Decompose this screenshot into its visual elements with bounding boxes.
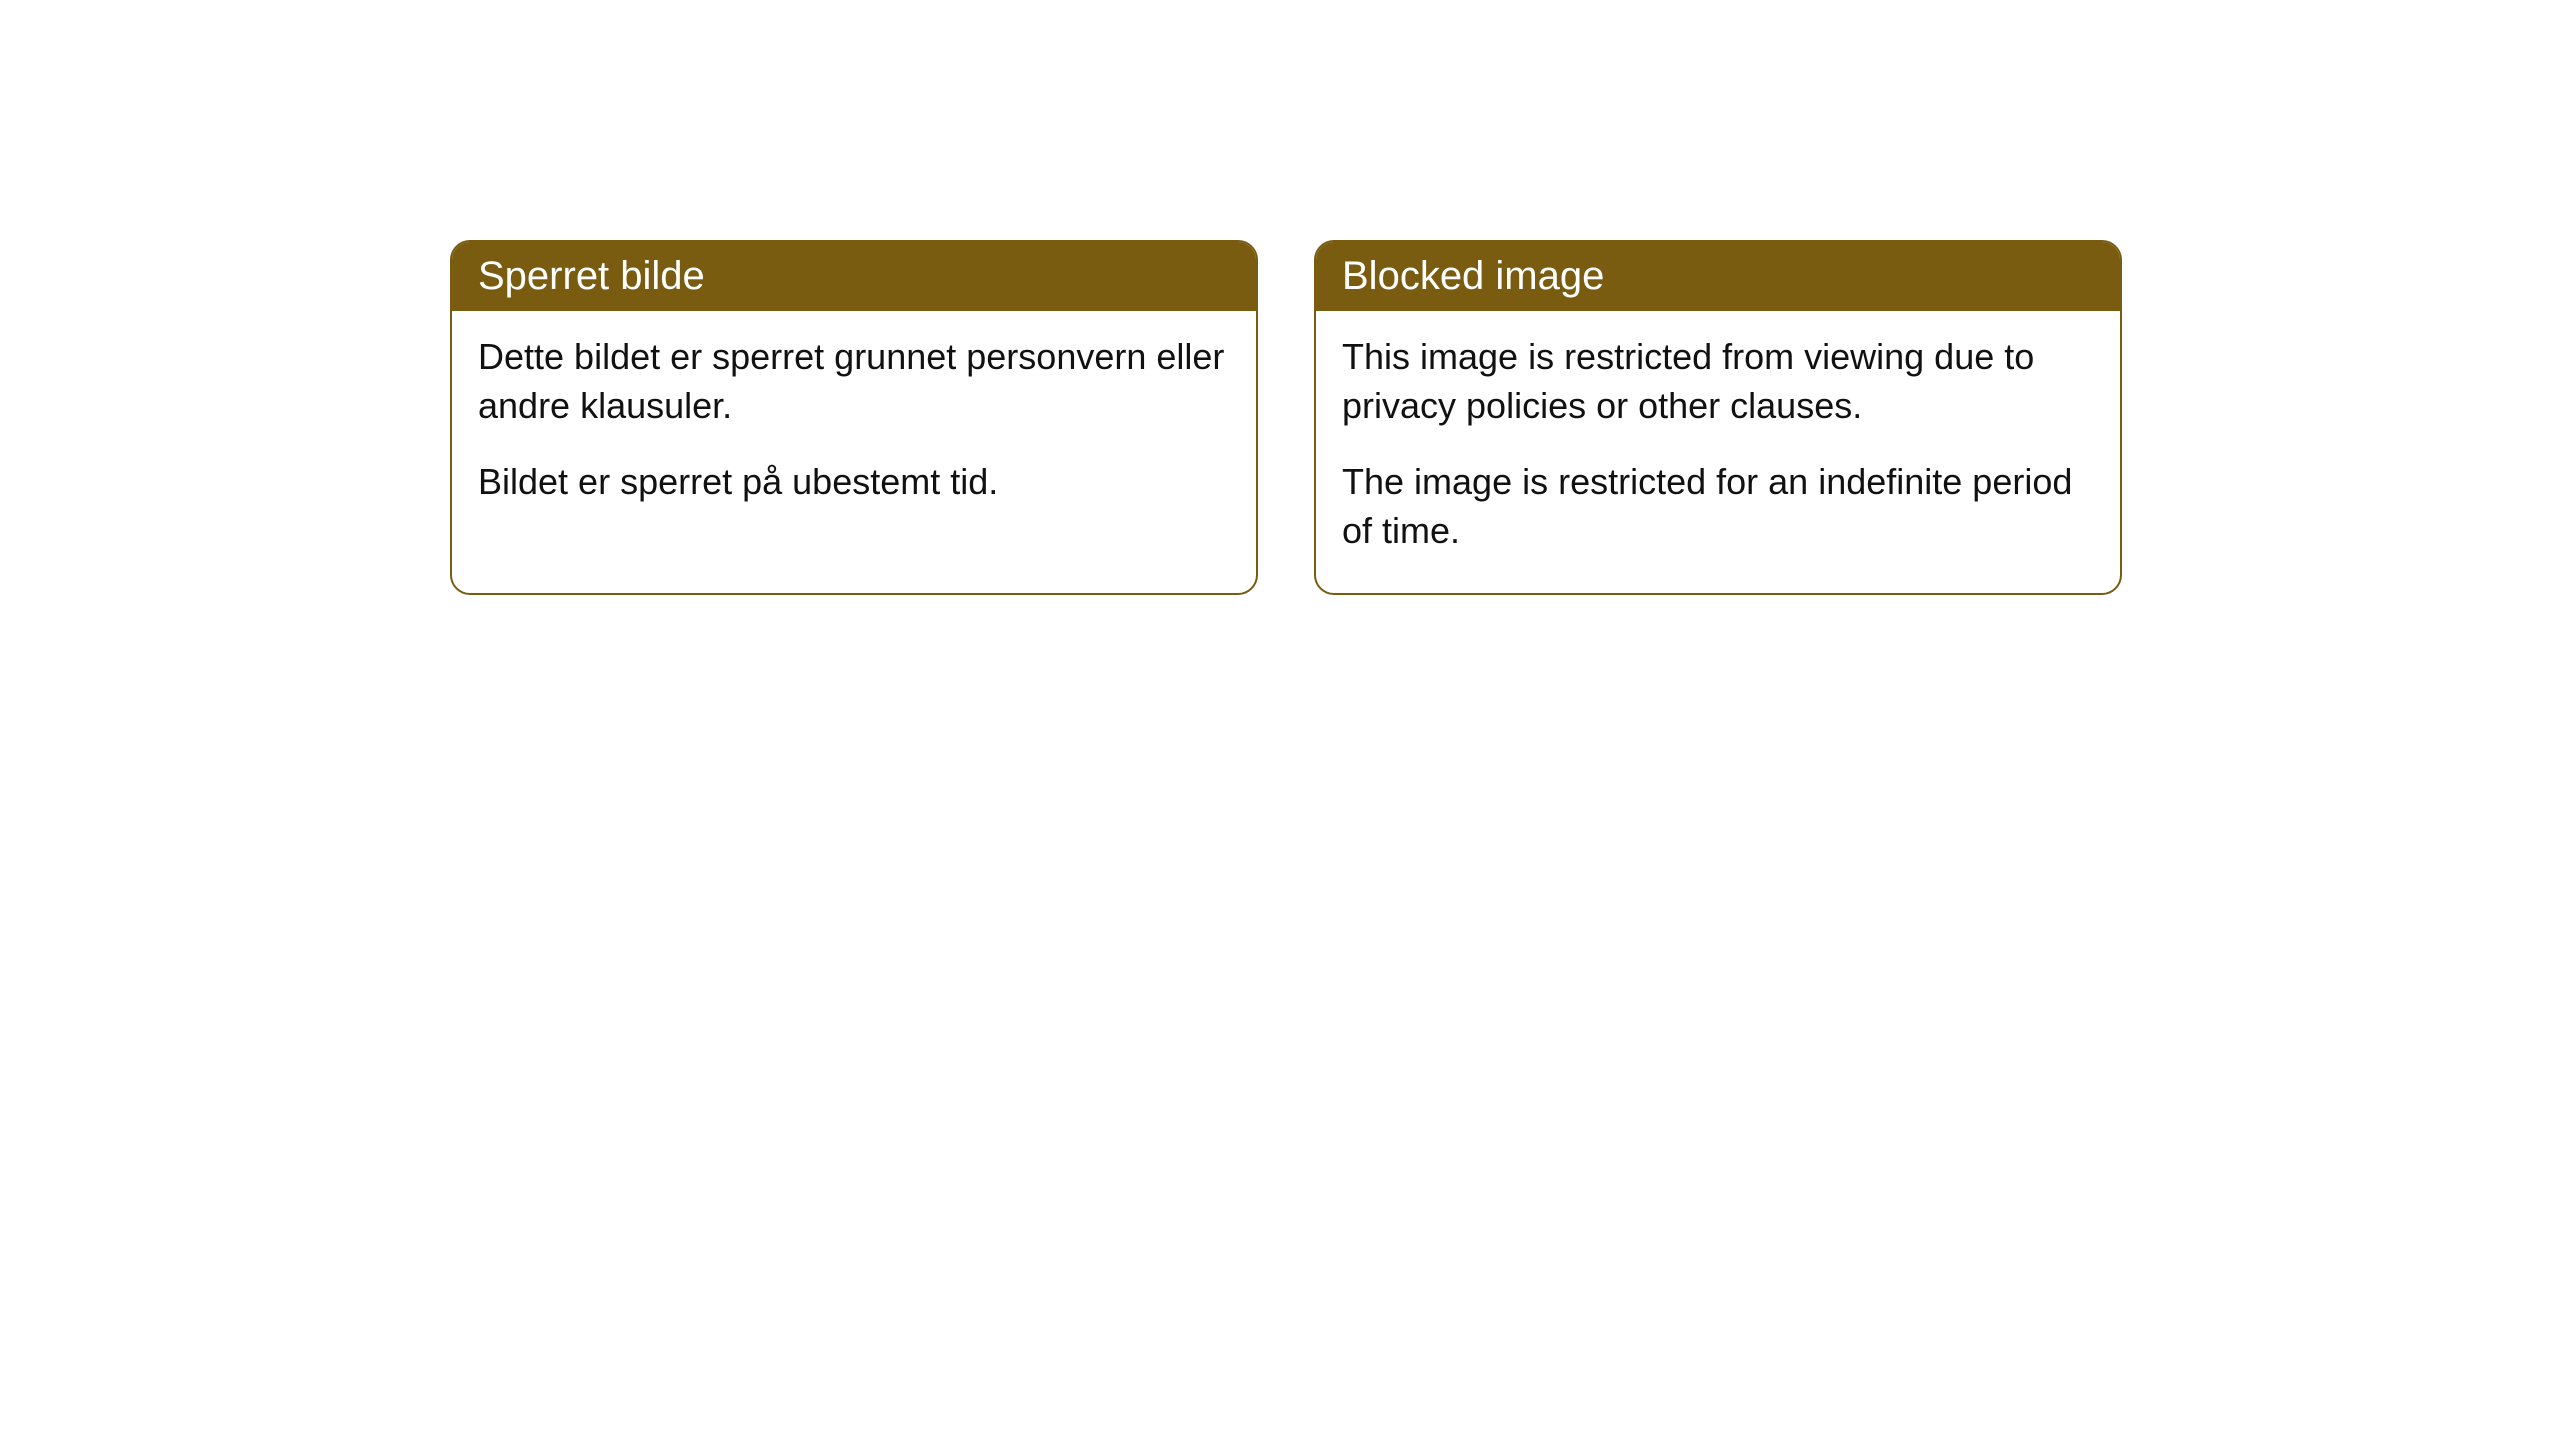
card-body-english: This image is restricted from viewing du…: [1316, 311, 2120, 593]
card-body-norwegian: Dette bildet er sperret grunnet personve…: [452, 311, 1256, 545]
card-paragraph-2-norwegian: Bildet er sperret på ubestemt tid.: [478, 458, 1230, 507]
card-title-english: Blocked image: [1316, 242, 2120, 311]
card-paragraph-1-norwegian: Dette bildet er sperret grunnet personve…: [478, 333, 1230, 430]
notice-cards-container: Sperret bilde Dette bildet er sperret gr…: [450, 240, 2122, 595]
card-paragraph-2-english: The image is restricted for an indefinit…: [1342, 458, 2094, 555]
blocked-image-card-norwegian: Sperret bilde Dette bildet er sperret gr…: [450, 240, 1258, 595]
card-paragraph-1-english: This image is restricted from viewing du…: [1342, 333, 2094, 430]
blocked-image-card-english: Blocked image This image is restricted f…: [1314, 240, 2122, 595]
card-title-norwegian: Sperret bilde: [452, 242, 1256, 311]
